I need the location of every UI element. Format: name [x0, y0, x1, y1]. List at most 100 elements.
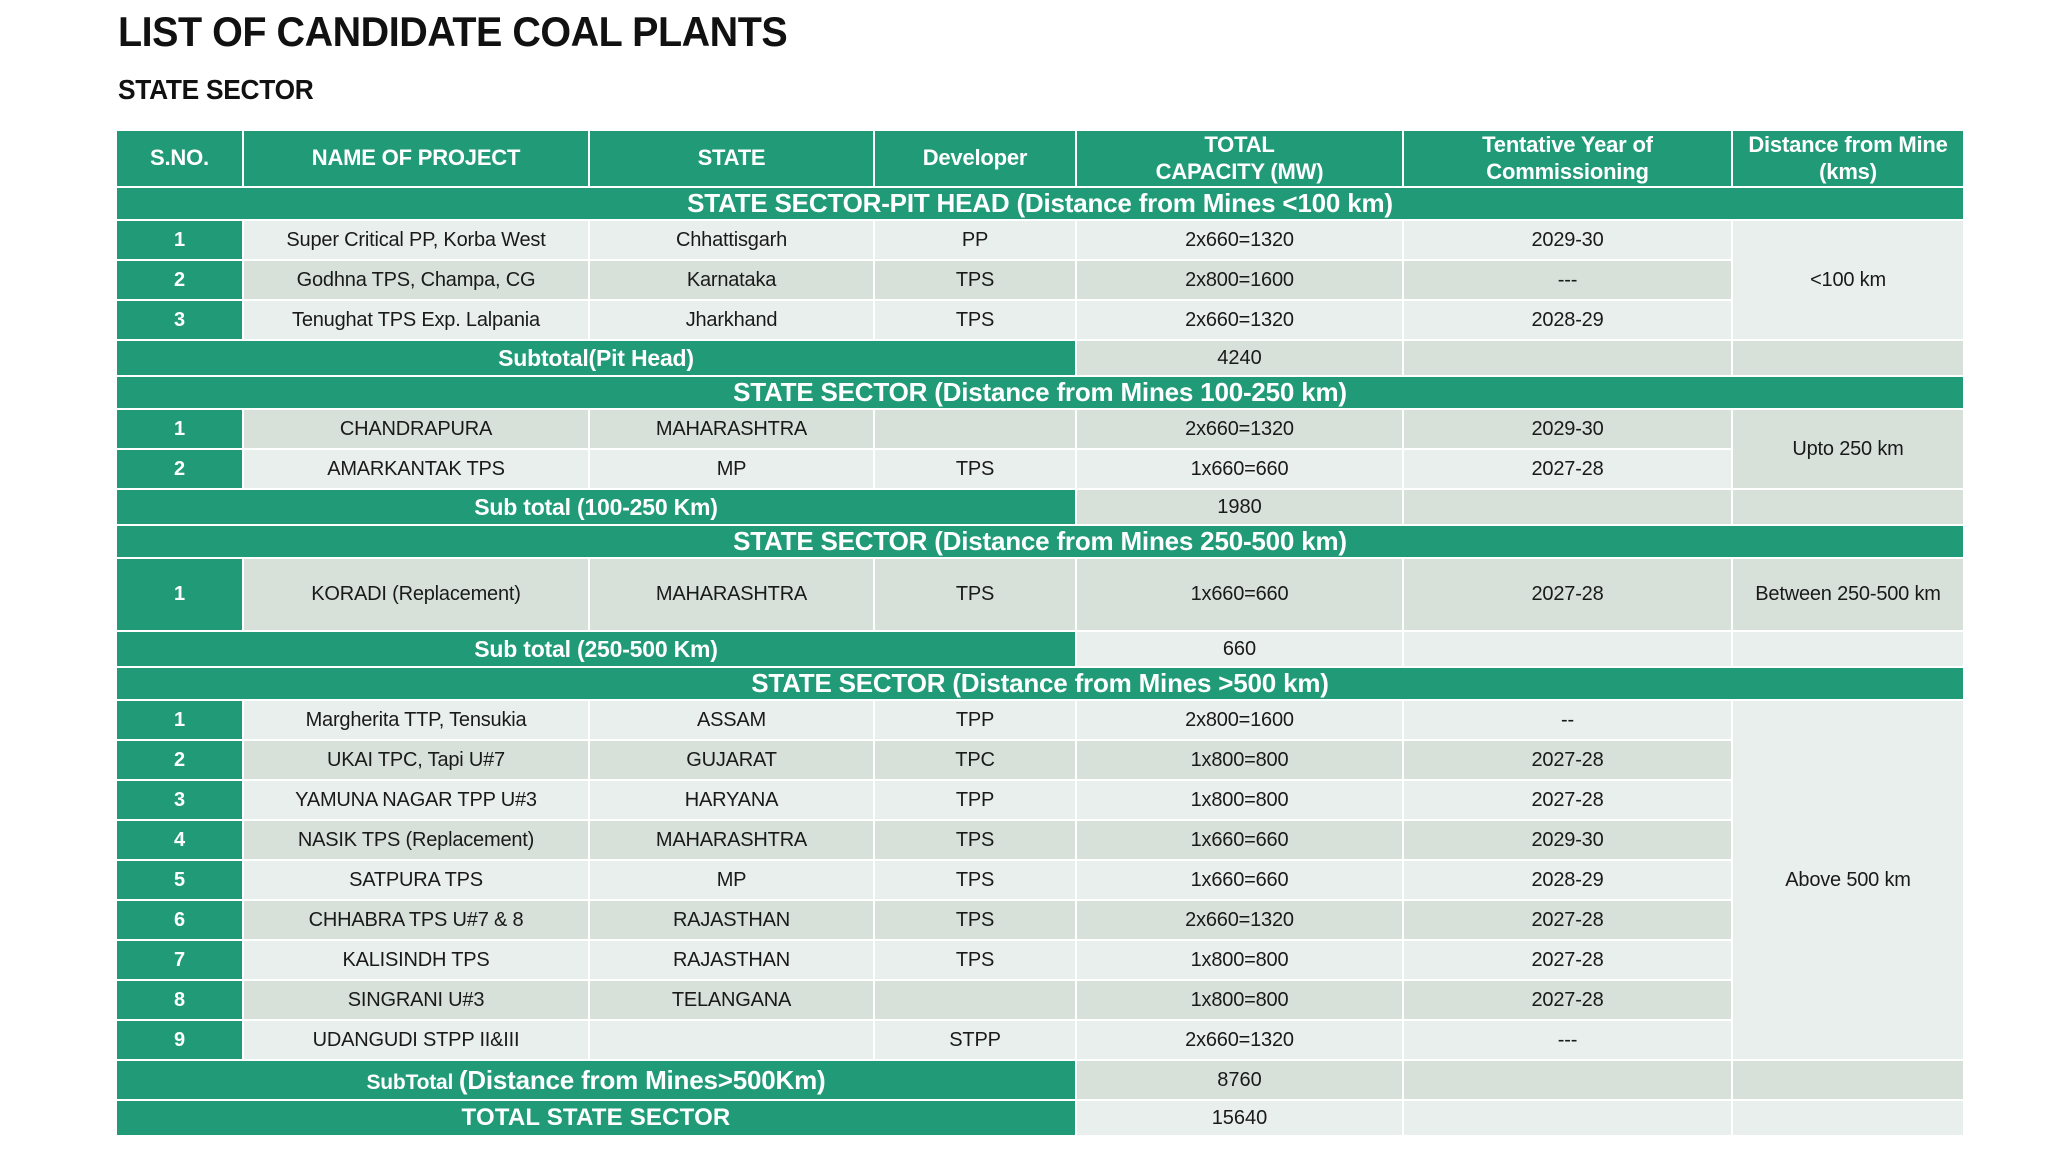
coal-plants-table: S.NO. NAME OF PROJECT STATE Developer TO… — [115, 129, 1965, 1137]
cell-empty — [1402, 1059, 1733, 1101]
cell-sno: 9 — [115, 1019, 244, 1061]
cell-state: MP — [588, 448, 875, 490]
cell-name: AMARKANTAK TPS — [242, 448, 590, 490]
total-label: TOTAL STATE SECTOR — [115, 1099, 1077, 1137]
cell-state: ASSAM — [588, 699, 875, 741]
cell-name: SINGRANI U#3 — [242, 979, 590, 1021]
cell-name: Godhna TPS, Champa, CG — [242, 259, 590, 301]
cell-developer: TPC — [873, 739, 1077, 781]
cell-year: 2028-29 — [1402, 299, 1733, 341]
cell-developer: TPS — [873, 939, 1077, 981]
cell-state: Karnataka — [588, 259, 875, 301]
subtotal-label: Subtotal(Pit Head) — [115, 339, 1077, 377]
section-banner-label: STATE SECTOR (Distance from Mines 250-50… — [115, 524, 1965, 559]
cell-developer: TPS — [873, 557, 1077, 632]
cell-capacity: 1x800=800 — [1075, 739, 1404, 781]
cell-sno: 5 — [115, 859, 244, 901]
section-banner-100-250: STATE SECTOR (Distance from Mines 100-25… — [115, 375, 1965, 410]
project-row: 9 UDANGUDI STPP II&III STPP 2x660=1320 -… — [115, 1019, 1964, 1061]
cell-distance-merged: Upto 250 km — [1731, 408, 1965, 490]
cell-developer: TPS — [873, 299, 1077, 341]
cell-developer: TPS — [873, 859, 1077, 901]
col-header-year: Tentative Year of Commissioning — [1402, 129, 1733, 188]
col-header-state: STATE — [588, 129, 875, 188]
section-banner-250-500: STATE SECTOR (Distance from Mines 250-50… — [115, 524, 1965, 559]
cell-developer: STPP — [873, 1019, 1077, 1061]
cell-state: TELANGANA — [588, 979, 875, 1021]
cell-sno: 2 — [115, 259, 244, 301]
cell-empty — [1731, 339, 1965, 377]
cell-name: UDANGUDI STPP II&III — [242, 1019, 590, 1061]
cell-year: 2027-28 — [1402, 779, 1733, 821]
cell-sno: 1 — [115, 408, 244, 450]
page-subtitle: STATE SECTOR — [118, 74, 314, 105]
cell-developer — [873, 408, 1077, 450]
col-header-name: NAME OF PROJECT — [242, 129, 590, 188]
cell-empty — [1731, 1059, 1965, 1101]
subtotal-label-prefix: SubTotal — [366, 1070, 459, 1094]
section-banner-pit-head: STATE SECTOR-PIT HEAD (Distance from Min… — [115, 186, 1965, 221]
cell-year: 2027-28 — [1402, 557, 1733, 632]
cell-state: MP — [588, 859, 875, 901]
cell-sno: 6 — [115, 899, 244, 941]
cell-year: 2029-30 — [1402, 408, 1733, 450]
project-row: 1 Margherita TTP, Tensukia ASSAM TPP 2x8… — [115, 699, 1965, 1061]
cell-capacity: 1x660=660 — [1075, 859, 1404, 901]
cell-year: 2028-29 — [1402, 859, 1733, 901]
cell-sno: 3 — [115, 299, 244, 341]
cell-capacity: 2x660=1320 — [1075, 1019, 1404, 1061]
cell-sno: 1 — [115, 557, 244, 632]
project-row: 6 CHHABRA TPS U#7 & 8 RAJASTHAN TPS 2x66… — [115, 899, 1964, 941]
cell-name: CHANDRAPURA — [242, 408, 590, 450]
cell-name: Super Critical PP, Korba West — [242, 219, 590, 261]
subtotal-row-250-500: Sub total (250-500 Km) 660 — [115, 630, 1965, 668]
cell-empty — [1731, 1099, 1965, 1137]
subtotal-value: 1980 — [1075, 488, 1404, 526]
subtotal-label: Sub total (100-250 Km) — [115, 488, 1077, 526]
col-header-distance: Distance from Mine (kms) — [1731, 129, 1965, 188]
total-row: TOTAL STATE SECTOR 15640 — [115, 1099, 1965, 1137]
cell-capacity: 1x800=800 — [1075, 939, 1404, 981]
subtotal-row-100-250: Sub total (100-250 Km) 1980 — [115, 488, 1965, 526]
subtotal-label-main: (Distance from Mines>500Km) — [458, 1064, 826, 1095]
cell-sno: 2 — [115, 448, 244, 490]
subtotal-label: SubTotal (Distance from Mines>500Km) — [115, 1059, 1077, 1101]
cell-capacity: 2x800=1600 — [1075, 699, 1404, 741]
cell-name: KALISINDH TPS — [242, 939, 590, 981]
cell-distance-merged: Above 500 km — [1731, 699, 1965, 1061]
cell-developer: TPS — [873, 448, 1077, 490]
cell-state: MAHARASHTRA — [588, 819, 875, 861]
project-row: 3 Tenughat TPS Exp. Lalpania Jharkhand T… — [115, 299, 1964, 341]
project-row: 2 Godhna TPS, Champa, CG Karnataka TPS 2… — [115, 259, 1964, 301]
project-row: 2 AMARKANTAK TPS MP TPS 1x660=660 2027-2… — [115, 448, 1964, 490]
cell-sno: 1 — [115, 219, 244, 261]
project-row: 1 CHANDRAPURA MAHARASHTRA 2x660=1320 202… — [115, 408, 1965, 490]
col-header-developer: Developer — [873, 129, 1077, 188]
cell-year: --- — [1402, 259, 1733, 301]
cell-developer: TPP — [873, 699, 1077, 741]
project-row: 1 KORADI (Replacement) MAHARASHTRA TPS 1… — [115, 557, 1965, 632]
cell-year: -- — [1402, 699, 1733, 741]
project-row: 4 NASIK TPS (Replacement) MAHARASHTRA TP… — [115, 819, 1964, 861]
cell-developer — [873, 979, 1077, 1021]
cell-name: YAMUNA NAGAR TPP U#3 — [242, 779, 590, 821]
cell-name: Margherita TTP, Tensukia — [242, 699, 590, 741]
subtotal-value: 8760 — [1075, 1059, 1404, 1101]
cell-capacity: 2x660=1320 — [1075, 899, 1404, 941]
cell-year: 2027-28 — [1402, 899, 1733, 941]
cell-sno: 3 — [115, 779, 244, 821]
cell-sno: 7 — [115, 939, 244, 981]
cell-capacity: 1x800=800 — [1075, 979, 1404, 1021]
cell-state: MAHARASHTRA — [588, 408, 875, 450]
cell-sno: 8 — [115, 979, 244, 1021]
cell-capacity: 1x660=660 — [1075, 448, 1404, 490]
cell-year: 2027-28 — [1402, 939, 1733, 981]
project-row: 7 KALISINDH TPS RAJASTHAN TPS 1x800=800 … — [115, 939, 1964, 981]
cell-empty — [1402, 630, 1733, 668]
cell-year: 2027-28 — [1402, 739, 1733, 781]
cell-capacity: 1x800=800 — [1075, 779, 1404, 821]
total-value: 15640 — [1075, 1099, 1404, 1137]
cell-name: CHHABRA TPS U#7 & 8 — [242, 899, 590, 941]
project-row: 3 YAMUNA NAGAR TPP U#3 HARYANA TPP 1x800… — [115, 779, 1964, 821]
